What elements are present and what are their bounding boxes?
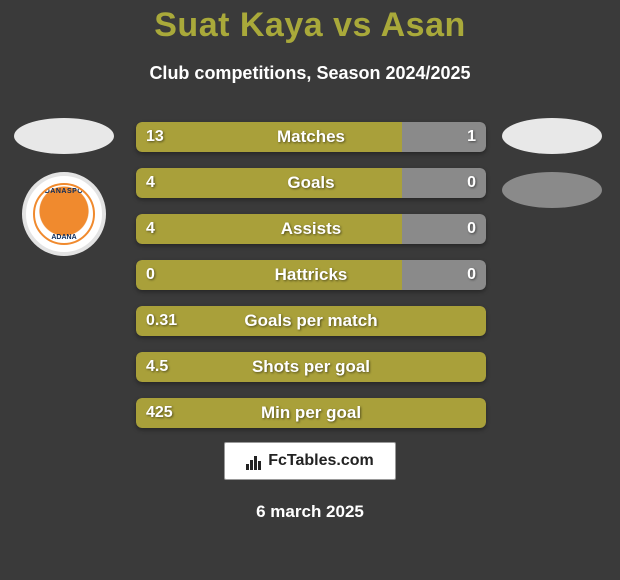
stat-value-right: 1 [467,122,476,152]
crest-inner: ADANASPOR ADANA [33,183,95,245]
stat-label: Goals [136,168,486,198]
stat-label: Min per goal [136,398,486,428]
stat-label: Goals per match [136,306,486,336]
watermark: FcTables.com [224,442,396,480]
stats-bars: Matches131Goals40Assists40Hattricks00Goa… [136,122,486,428]
date-label: 6 march 2025 [0,502,620,522]
stat-value-left: 4 [146,168,155,198]
stat-value-left: 0 [146,260,155,290]
crest-bottom-text: ADANA [35,234,93,241]
stat-row: Matches13 1 [136,122,486,152]
left-player-column: ADANASPOR ADANA [10,118,118,256]
stat-value-left: 4.5 [146,352,168,382]
player1-club-crest: ADANASPOR ADANA [22,172,106,256]
chart-icon [246,452,264,470]
stat-value-left: 0.31 [146,306,177,336]
watermark-text: FcTables.com [268,452,374,470]
stat-row: Hattricks0 0 [136,260,486,290]
stat-row: Goals per match0.31 [136,306,486,336]
stat-value-left: 13 [146,122,164,152]
player2-name-ellipse [502,118,602,154]
stat-row: Min per goal425 [136,398,486,428]
player1-name-ellipse [14,118,114,154]
stat-value-left: 425 [146,398,173,428]
stat-label: Assists [136,214,486,244]
player2-club-ellipse [502,172,602,208]
page-title: Suat Kaya vs Asan [0,0,620,45]
stat-value-right: 0 [467,214,476,244]
stat-value-right: 0 [467,260,476,290]
stat-row: Assists4 0 [136,214,486,244]
stat-label: Hattricks [136,260,486,290]
stat-value-right: 0 [467,168,476,198]
stat-label: Matches [136,122,486,152]
right-player-column [498,118,606,208]
subtitle: Club competitions, Season 2024/2025 [0,63,620,84]
stat-row: Shots per goal4.5 [136,352,486,382]
crest-top-text: ADANASPOR [35,188,93,195]
stat-row: Goals4 0 [136,168,486,198]
stat-value-left: 4 [146,214,155,244]
stat-label: Shots per goal [136,352,486,382]
